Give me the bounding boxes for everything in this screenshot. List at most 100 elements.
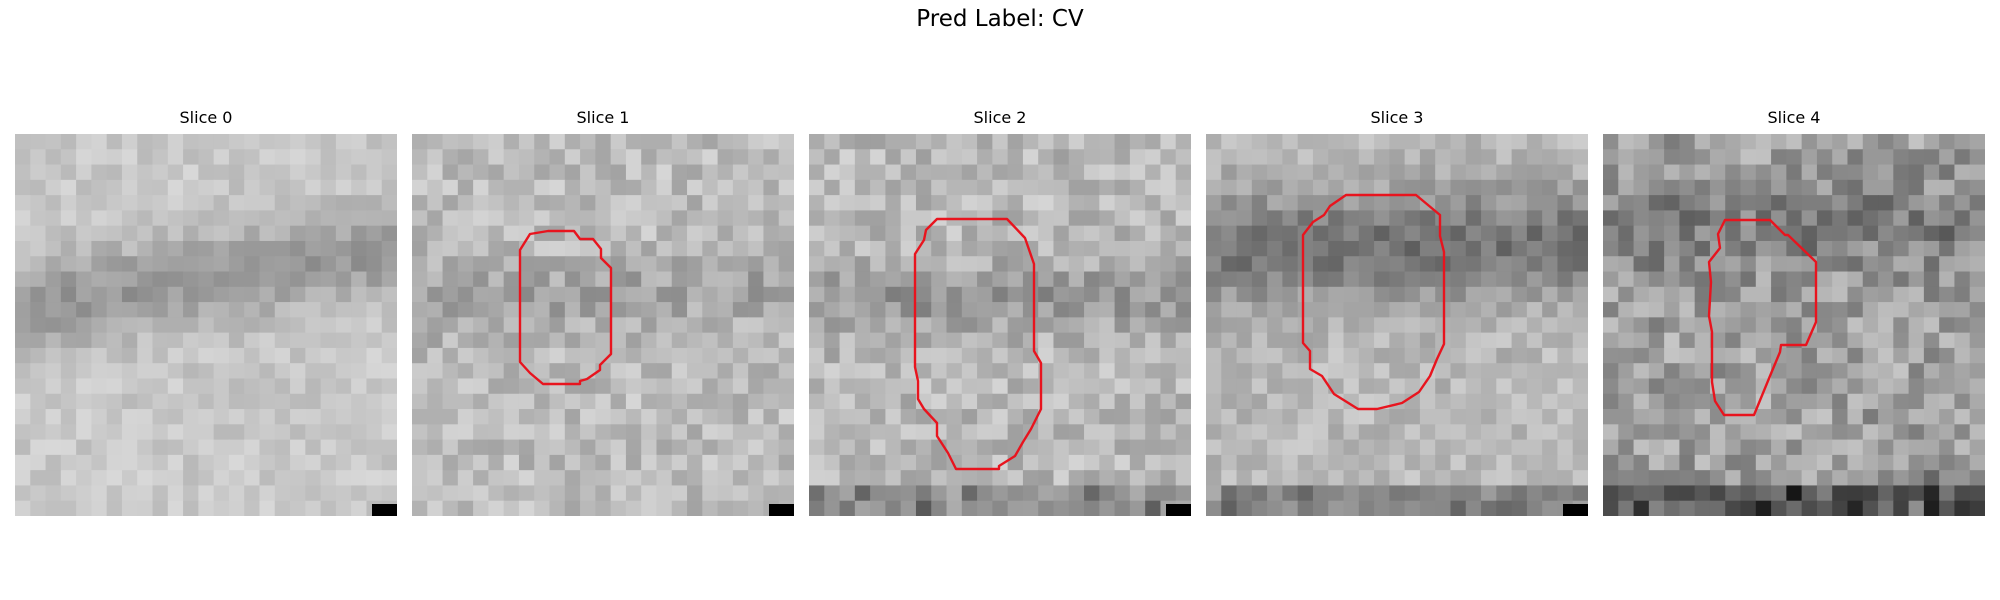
slice-title: Slice 2 bbox=[973, 108, 1027, 127]
pixel-cell bbox=[885, 363, 902, 380]
pixel-cell bbox=[106, 286, 123, 303]
pixel-cell bbox=[1847, 485, 1864, 502]
pixel-cell bbox=[412, 225, 428, 242]
pixel-cell bbox=[1007, 454, 1024, 471]
pixel-cell bbox=[1496, 225, 1513, 242]
pixel-cell bbox=[1221, 210, 1238, 227]
pixel-cell bbox=[1618, 302, 1635, 318]
pixel-cell bbox=[1771, 454, 1787, 471]
pixel-cell bbox=[488, 393, 505, 410]
pixel-cell bbox=[137, 240, 154, 257]
pixel-cell bbox=[351, 302, 368, 318]
pixel-cell bbox=[442, 378, 459, 395]
pixel-cell bbox=[121, 256, 138, 273]
pixel-cell bbox=[915, 347, 932, 364]
pixel-cell bbox=[503, 317, 520, 334]
pixel-cell bbox=[625, 225, 642, 242]
pixel-cell bbox=[1679, 454, 1696, 471]
pixel-cell bbox=[15, 409, 31, 425]
pixel-cell bbox=[1435, 424, 1452, 441]
pixel-cell bbox=[351, 454, 368, 471]
pixel-cell bbox=[824, 240, 841, 257]
pixel-cell bbox=[213, 210, 230, 227]
pixel-cell bbox=[1557, 256, 1574, 273]
pixel-cell bbox=[60, 256, 77, 273]
pixel-cell bbox=[1557, 485, 1574, 502]
pixel-cell bbox=[885, 470, 902, 487]
pixel-cell bbox=[1511, 470, 1528, 487]
pixel-cell bbox=[1526, 302, 1543, 318]
pixel-cell bbox=[60, 210, 77, 227]
pixel-cell bbox=[702, 470, 719, 487]
pixel-cell bbox=[1664, 149, 1680, 166]
pixel-cell bbox=[1114, 485, 1131, 502]
pixel-cell bbox=[1465, 485, 1482, 502]
pixel-cell bbox=[1740, 286, 1757, 303]
pixel-cell bbox=[488, 134, 505, 150]
pixel-cell bbox=[717, 179, 734, 196]
pixel-cell bbox=[1068, 134, 1085, 150]
pixel-cell bbox=[1099, 485, 1116, 502]
pixel-cell bbox=[763, 240, 780, 257]
pixel-cell bbox=[1862, 500, 1879, 516]
pixel-cell bbox=[1297, 195, 1314, 211]
pixel-cell bbox=[1343, 485, 1360, 502]
pixel-cell bbox=[1251, 409, 1268, 425]
pixel-cell bbox=[1664, 485, 1680, 502]
slice-panel-4: Slice 4 bbox=[1603, 108, 1985, 516]
pixel-cell bbox=[1542, 347, 1559, 364]
pixel-cell bbox=[1801, 485, 1818, 502]
pixel-cell bbox=[717, 470, 734, 487]
pixel-cell bbox=[961, 195, 978, 211]
pixel-cell bbox=[1603, 271, 1619, 288]
pixel-cell bbox=[1435, 195, 1452, 211]
pixel-cell bbox=[717, 149, 734, 166]
pixel-cell bbox=[335, 164, 352, 181]
pixel-cell bbox=[900, 439, 917, 456]
pixel-cell bbox=[1816, 439, 1833, 456]
pixel-cell bbox=[320, 240, 337, 257]
pixel-cell bbox=[824, 195, 841, 211]
pixel-cell bbox=[854, 470, 871, 487]
pixel-cell bbox=[290, 179, 306, 196]
pixel-cell bbox=[1526, 363, 1543, 380]
pixel-cell bbox=[977, 302, 993, 318]
pixel-cell bbox=[1389, 225, 1406, 242]
pixel-cell bbox=[1374, 149, 1390, 166]
pixel-cell bbox=[1389, 332, 1406, 349]
pixel-cell bbox=[76, 347, 92, 364]
pixel-cell bbox=[1374, 317, 1390, 334]
pixel-cell bbox=[1328, 149, 1345, 166]
pixel-cell bbox=[1022, 134, 1039, 150]
pixel-cell bbox=[1114, 149, 1131, 166]
pixel-cell bbox=[259, 164, 276, 181]
pixel-cell bbox=[1771, 256, 1787, 273]
pixel-cell bbox=[1038, 225, 1055, 242]
pixel-cell bbox=[702, 256, 719, 273]
pixel-cell bbox=[656, 332, 673, 349]
pixel-cell bbox=[305, 256, 322, 273]
pixel-cell bbox=[1557, 332, 1574, 349]
pixel-cell bbox=[1084, 164, 1100, 181]
pixel-cell bbox=[183, 485, 199, 502]
pixel-cell bbox=[900, 378, 917, 395]
pixel-cell bbox=[1328, 363, 1345, 380]
pixel-cell bbox=[763, 409, 780, 425]
pixel-cell bbox=[1801, 363, 1818, 380]
pixel-cell bbox=[1404, 134, 1421, 150]
pixel-cell bbox=[351, 393, 368, 410]
pixel-cell bbox=[1084, 485, 1100, 502]
pixel-cell bbox=[1725, 256, 1742, 273]
pixel-cell bbox=[1725, 470, 1742, 487]
pixel-cell bbox=[1068, 195, 1085, 211]
pixel-cell bbox=[885, 271, 902, 288]
pixel-cell bbox=[1572, 332, 1588, 349]
pixel-cell bbox=[687, 317, 703, 334]
pixel-cell bbox=[687, 149, 703, 166]
pixel-cell bbox=[76, 225, 92, 242]
pixel-cell bbox=[45, 378, 62, 395]
pixel-cell bbox=[1129, 317, 1146, 334]
pixel-cell bbox=[1358, 470, 1375, 487]
pixel-cell bbox=[442, 164, 459, 181]
pixel-cell bbox=[961, 470, 978, 487]
